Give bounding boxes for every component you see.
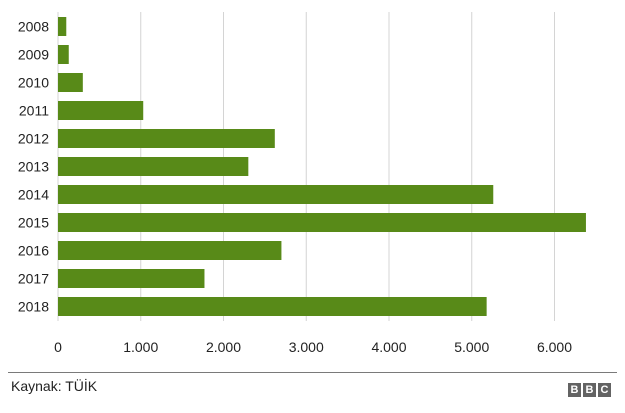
logo-letter: B	[583, 383, 596, 397]
y-tick-label: 2009	[18, 47, 49, 63]
bar-2013	[58, 157, 249, 176]
logo-letter: C	[598, 383, 611, 397]
bar-2011	[58, 101, 144, 120]
x-tick-label: 2.000	[206, 339, 241, 355]
bar-2014	[58, 185, 494, 204]
y-tick-label: 2008	[18, 19, 49, 35]
y-tick-label: 2012	[18, 131, 49, 147]
bbc-logo: B B C	[568, 383, 611, 397]
bar-2018	[58, 297, 487, 316]
bar-2015	[58, 213, 586, 232]
bars	[58, 17, 586, 316]
y-tick-label: 2016	[18, 243, 49, 259]
y-tick-label: 2013	[18, 159, 49, 175]
bar-2009	[58, 45, 69, 64]
bar-2017	[58, 269, 205, 288]
y-tick-label: 2018	[18, 299, 49, 315]
source-label: Kaynak: TÜİK	[11, 378, 98, 394]
logo-letter: B	[568, 383, 581, 397]
x-tick-label: 1.000	[123, 339, 158, 355]
bar-2008	[58, 17, 67, 36]
x-tick-label: 6.000	[537, 339, 572, 355]
y-tick-label: 2014	[18, 187, 49, 203]
bar-2010	[58, 73, 83, 92]
footer-divider	[8, 372, 617, 373]
y-tick-label: 2011	[19, 103, 49, 119]
x-tick-label: 5.000	[454, 339, 489, 355]
y-tick-label: 2017	[18, 271, 49, 287]
bar-2012	[58, 129, 275, 148]
bar-2016	[58, 241, 282, 260]
y-tick-label: 2015	[18, 215, 49, 231]
y-axis-tick-labels: 2008 2009 2010 2011 2012 2013 2014 2015 2016 2017…	[18, 19, 49, 315]
x-tick-label: 0	[54, 339, 62, 355]
x-tick-label: 4.000	[371, 339, 406, 355]
x-tick-label: 3.000	[289, 339, 324, 355]
y-tick-label: 2010	[18, 75, 49, 91]
bar-chart: 2008 2009 2010 2011 2012 2013 2014 2015 2016 2017…	[18, 12, 586, 355]
x-axis-tick-labels: 0 1.000 2.000 3.000 4.000 5.000 6.000	[54, 339, 572, 355]
